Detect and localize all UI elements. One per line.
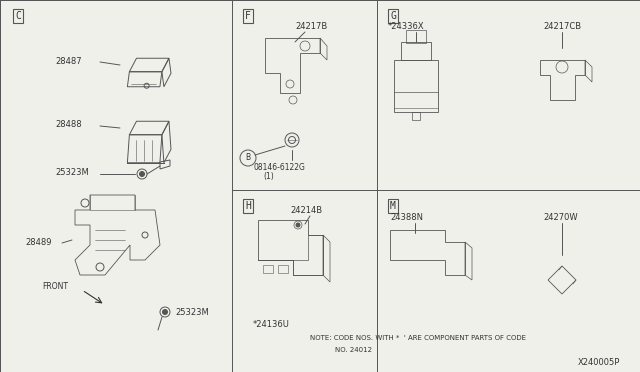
Circle shape bbox=[296, 223, 300, 227]
Text: *24136U: *24136U bbox=[253, 320, 290, 329]
Text: *24336X: *24336X bbox=[388, 22, 424, 31]
Text: NO. 24012: NO. 24012 bbox=[335, 347, 372, 353]
Text: F: F bbox=[245, 11, 251, 21]
Text: G: G bbox=[390, 11, 396, 21]
Text: 24270W: 24270W bbox=[543, 213, 578, 222]
Bar bbox=[394, 60, 438, 112]
Text: (1): (1) bbox=[263, 172, 274, 181]
Bar bbox=[406, 30, 426, 43]
Bar bbox=[278, 265, 288, 273]
Text: 24217B: 24217B bbox=[295, 22, 327, 31]
Text: 24214B: 24214B bbox=[290, 206, 322, 215]
Text: 08146-6122G: 08146-6122G bbox=[253, 163, 305, 172]
Bar bbox=[412, 112, 420, 120]
Text: 28488: 28488 bbox=[55, 120, 82, 129]
Text: C: C bbox=[15, 11, 21, 21]
Bar bbox=[263, 265, 273, 273]
Text: B: B bbox=[245, 154, 251, 163]
Text: 28487: 28487 bbox=[55, 57, 82, 66]
Text: NOTE: CODE NOS. WITH *  ' ARE COMPONENT PARTS OF CODE: NOTE: CODE NOS. WITH * ' ARE COMPONENT P… bbox=[310, 335, 526, 341]
Text: 24217CB: 24217CB bbox=[543, 22, 581, 31]
Text: FRONT: FRONT bbox=[42, 282, 68, 291]
Text: X240005P: X240005P bbox=[578, 358, 620, 367]
Text: M: M bbox=[390, 201, 396, 211]
Text: 24388N: 24388N bbox=[390, 213, 423, 222]
Circle shape bbox=[163, 310, 168, 314]
Text: 28489: 28489 bbox=[25, 238, 51, 247]
Text: 25323M: 25323M bbox=[55, 168, 89, 177]
Text: 25323M: 25323M bbox=[175, 308, 209, 317]
Bar bbox=[401, 42, 431, 60]
Circle shape bbox=[140, 171, 145, 176]
Text: H: H bbox=[245, 201, 251, 211]
